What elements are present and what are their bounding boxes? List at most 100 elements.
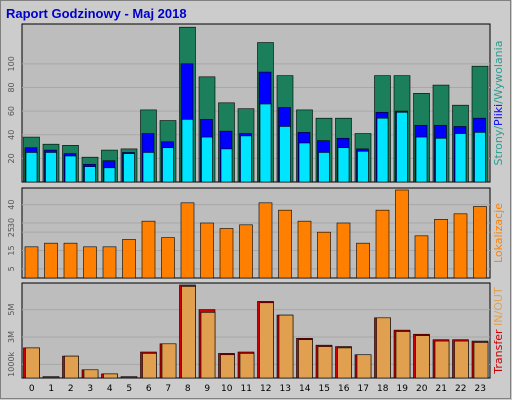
bar-transfer_in-14	[298, 339, 313, 379]
label-part: IN	[492, 314, 505, 329]
hour-label: 20	[416, 384, 428, 394]
hour-label: 14	[299, 384, 311, 394]
label-part: /	[492, 100, 505, 104]
bar-hits-14	[298, 142, 311, 183]
hour-label: 22	[455, 384, 466, 394]
hour-label: 10	[221, 384, 233, 394]
bar-locations-16	[336, 222, 351, 279]
bar-hits-10	[220, 148, 233, 183]
bar-locations-5	[122, 239, 136, 279]
bar-locations-3	[83, 246, 97, 279]
hour-label: 6	[146, 384, 152, 394]
bar-hits-18	[376, 117, 389, 183]
bar-locations-2	[63, 242, 78, 279]
y-tick-label: 80	[7, 82, 16, 92]
bar-hits-23	[474, 132, 486, 183]
bar-locations-8	[180, 202, 195, 279]
panel-right-label: Strony/Pliki/Wywolania	[492, 41, 505, 166]
bar-locations-0	[24, 246, 39, 279]
hour-label: 1	[48, 384, 54, 394]
bar-hits-8	[181, 119, 194, 183]
panel-transfer: 1000k 3M 5M Transfer IN/OUT	[7, 282, 505, 379]
label-part: Strony	[492, 129, 505, 165]
plot-area	[21, 282, 491, 379]
y-tick-label: 5	[7, 266, 16, 271]
label-part: /	[492, 126, 505, 130]
bar-hits-20	[415, 136, 428, 183]
hour-label: 7	[165, 384, 171, 394]
bar-transfer_in-20	[415, 335, 430, 379]
bar-hits-1	[45, 152, 57, 183]
bar-locations-22	[453, 213, 468, 279]
bar-locations-10	[219, 228, 234, 279]
hour-label: 3	[87, 384, 93, 394]
bar-locations-18	[375, 209, 390, 279]
bar-locations-21	[434, 219, 448, 279]
panel-right-label: Transfer IN/OUT	[492, 287, 505, 375]
hour-label: 5	[126, 384, 132, 394]
bar-transfer_in-2	[64, 355, 79, 379]
y-tick-label: 15	[7, 245, 16, 255]
bar-locations-13	[278, 209, 292, 279]
label-part: Wywolania	[492, 41, 505, 101]
hour-label: 23	[475, 384, 486, 394]
bar-transfer_in-15	[317, 346, 333, 379]
hour-label: 17	[358, 384, 369, 394]
bar-transfer_in-11	[239, 353, 255, 379]
label-part: Transfer	[492, 329, 505, 375]
bar-transfer_in-22	[454, 340, 469, 379]
label-part: /	[492, 310, 505, 314]
y-tick-label: 60	[7, 106, 16, 116]
bar-locations-23	[473, 206, 487, 279]
hour-axis-labels: 0 1 2 3 4 5 6 7 8 9 10 11 12 13 14 15 16 17 18 19 20 21 22 23	[29, 384, 486, 394]
bar-transfer_in-4	[103, 373, 118, 379]
hour-label: 0	[29, 384, 35, 394]
bar-locations-11	[239, 224, 253, 279]
y-tick-label: 3M	[7, 331, 16, 343]
hour-label: 9	[204, 384, 210, 394]
plot-area	[21, 23, 491, 183]
chart-panels: 20406080100Strony/Pliki/Wywolania5152530…	[7, 23, 505, 379]
bar-locations-15	[317, 231, 331, 279]
bar-hits-22	[454, 133, 467, 183]
bar-hits-7	[162, 147, 174, 183]
bar-locations-9	[200, 222, 214, 279]
bar-hits-5	[123, 153, 135, 183]
hour-label: 18	[377, 384, 389, 394]
bar-hits-15	[318, 152, 330, 183]
bar-hits-19	[396, 111, 408, 183]
y-tick-label: 25	[7, 227, 16, 237]
bar-locations-17	[356, 242, 370, 279]
bar-locations-1	[44, 242, 58, 279]
bar-transfer_in-7	[161, 343, 177, 379]
y-tick-label: 40	[7, 130, 16, 140]
hour-label: 2	[68, 384, 74, 394]
bar-transfer_in-21	[434, 340, 450, 379]
bar-hits-9	[201, 136, 213, 183]
bar-transfer_in-9	[200, 312, 216, 379]
hour-label: 8	[185, 384, 191, 394]
bar-transfer_in-13	[278, 314, 294, 379]
bar-locations-12	[258, 202, 273, 279]
plot-area	[21, 187, 491, 279]
bar-hits-13	[279, 126, 291, 183]
bar-transfer_in-16	[337, 347, 352, 379]
bar-hits-21	[435, 137, 447, 183]
bar-transfer_in-6	[142, 353, 157, 379]
hour-label: 19	[397, 384, 409, 394]
panel-right-label: Lokalizacje	[492, 203, 505, 263]
y-tick-label: 5M	[7, 304, 16, 316]
bar-hits-6	[142, 152, 155, 183]
bar-hits-11	[240, 135, 252, 183]
bar-locations-19	[395, 189, 409, 279]
bar-hits-3	[84, 166, 96, 183]
bar-hits-16	[337, 147, 350, 183]
y-tick-label: 40	[7, 200, 16, 210]
bar-transfer_in-19	[395, 331, 411, 379]
bar-transfer_in-18	[376, 317, 391, 379]
bar-hits-0	[25, 152, 38, 183]
chart-title: Raport Godzinowy - Maj 2018	[6, 6, 187, 21]
